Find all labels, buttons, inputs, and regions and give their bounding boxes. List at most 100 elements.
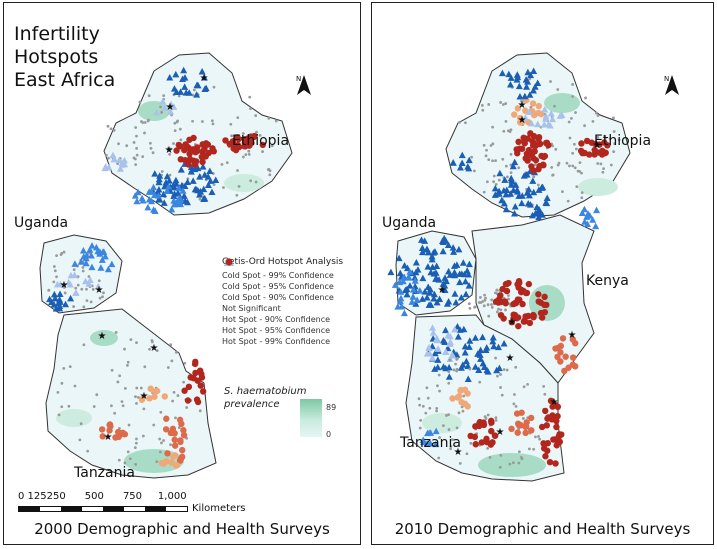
cold-spot-marker bbox=[441, 286, 449, 293]
cold-spot-marker bbox=[556, 112, 564, 119]
right-tanzania-prevalence-patch-2 bbox=[422, 413, 462, 433]
hot-spot-marker bbox=[185, 161, 192, 168]
hot-spot-marker bbox=[562, 353, 569, 360]
not-significant-marker bbox=[241, 155, 245, 159]
cold-spot-marker bbox=[549, 115, 557, 123]
legend: Getis-Ord Hotspot Analysis Cold Spot - 9… bbox=[222, 257, 368, 347]
not-significant-marker bbox=[166, 366, 170, 369]
not-significant-marker bbox=[612, 150, 616, 154]
hot-spot-marker bbox=[540, 445, 548, 452]
cold-spot-marker bbox=[177, 200, 185, 208]
not-significant-marker bbox=[268, 173, 272, 177]
cold-spot-marker bbox=[101, 252, 109, 260]
cold-spot-marker bbox=[409, 293, 417, 300]
cold-spot-marker bbox=[166, 73, 174, 81]
cold-spot-marker bbox=[411, 277, 419, 284]
north-arrow-right: N bbox=[664, 75, 679, 95]
not-significant-marker bbox=[445, 414, 448, 417]
cold-spot-marker bbox=[412, 300, 420, 307]
cold-spot-marker bbox=[465, 282, 473, 289]
cold-spot-marker bbox=[50, 301, 58, 308]
hot-spot-marker bbox=[535, 298, 542, 305]
cold-spot-marker bbox=[50, 290, 58, 298]
cold-spot-marker bbox=[387, 268, 395, 276]
not-significant-marker bbox=[441, 424, 445, 428]
cold-spot-marker bbox=[53, 280, 61, 288]
cold-spot-marker bbox=[165, 183, 173, 190]
not-significant-marker bbox=[499, 453, 503, 457]
hot-spot-marker bbox=[538, 423, 546, 431]
scale-tick-labels: 0 125250 500 750 1,000 bbox=[18, 491, 187, 502]
cold-spot-marker bbox=[432, 275, 440, 282]
cold-spot-marker bbox=[172, 70, 180, 78]
cold-spot-marker bbox=[444, 241, 452, 248]
cold-spot-marker bbox=[454, 333, 462, 340]
not-significant-marker bbox=[110, 368, 114, 372]
left-caption: 2000 Demographic and Health Surveys bbox=[34, 520, 330, 538]
cold-spot-marker bbox=[175, 184, 183, 192]
cold-spot-marker bbox=[427, 268, 435, 276]
cold-spot-marker bbox=[515, 82, 523, 90]
not-significant-marker bbox=[580, 191, 584, 195]
not-significant-marker bbox=[472, 169, 476, 173]
not-significant-marker bbox=[449, 445, 453, 448]
not-significant-marker bbox=[176, 119, 180, 123]
cold-spot-marker bbox=[500, 340, 508, 347]
hot-spot-marker bbox=[209, 145, 216, 152]
label-uganda-left: Uganda bbox=[14, 215, 69, 231]
cold-spot-marker bbox=[416, 287, 424, 294]
hot-spot-marker bbox=[483, 438, 491, 446]
cold-spot-marker bbox=[120, 156, 128, 164]
not-significant-marker bbox=[502, 368, 506, 371]
cold-spot-marker bbox=[131, 192, 139, 199]
hot-spot-marker bbox=[535, 109, 542, 117]
hot-spot-marker bbox=[518, 145, 526, 152]
cold-spot-marker bbox=[181, 83, 189, 90]
cold-spot-marker bbox=[451, 290, 459, 297]
cold-spot-marker bbox=[155, 175, 163, 183]
cold-spot-marker bbox=[535, 213, 543, 221]
not-significant-marker bbox=[487, 103, 491, 106]
hot-spot-marker bbox=[541, 152, 549, 160]
cold-spot-marker bbox=[161, 104, 169, 111]
not-significant-marker bbox=[576, 169, 580, 173]
hot-spot-marker bbox=[169, 425, 177, 433]
not-significant-marker bbox=[485, 180, 489, 184]
cold-spot-marker bbox=[426, 440, 434, 447]
not-significant-marker bbox=[568, 164, 571, 168]
cold-spot-marker bbox=[418, 244, 426, 251]
not-significant-marker bbox=[135, 134, 138, 138]
not-significant-marker bbox=[508, 130, 512, 134]
cold-spot-marker bbox=[145, 188, 153, 195]
cold-spot-marker bbox=[96, 248, 104, 255]
cold-spot-marker bbox=[484, 368, 492, 375]
hot-spot-marker bbox=[513, 410, 521, 417]
not-significant-marker bbox=[135, 153, 139, 157]
not-significant-marker bbox=[451, 438, 454, 442]
hot-spot-marker bbox=[556, 431, 563, 438]
cold-spot-marker bbox=[506, 81, 514, 88]
not-significant-marker bbox=[449, 447, 452, 451]
not-significant-marker bbox=[580, 171, 583, 175]
cold-spot-marker bbox=[586, 212, 594, 219]
not-significant-marker bbox=[435, 409, 438, 413]
not-significant-marker bbox=[172, 142, 175, 145]
not-significant-marker bbox=[82, 343, 86, 347]
cold-spot-marker bbox=[446, 271, 454, 278]
not-significant-marker bbox=[508, 462, 512, 466]
not-significant-marker bbox=[491, 125, 495, 129]
not-significant-marker bbox=[173, 129, 177, 133]
hot-spot-marker bbox=[98, 426, 106, 433]
not-significant-marker bbox=[517, 166, 521, 170]
not-significant-marker bbox=[102, 291, 105, 295]
not-significant-marker bbox=[583, 124, 586, 128]
cold-spot-marker bbox=[86, 276, 94, 284]
not-significant-marker bbox=[247, 149, 251, 153]
hot-spot-marker bbox=[472, 441, 479, 448]
capital-star-icon: ★ bbox=[200, 73, 209, 84]
not-significant-marker bbox=[536, 183, 540, 187]
not-significant-marker bbox=[417, 397, 421, 401]
not-significant-marker bbox=[458, 120, 461, 124]
cold-spot-marker bbox=[400, 273, 408, 281]
hot-spot-marker bbox=[179, 446, 186, 454]
